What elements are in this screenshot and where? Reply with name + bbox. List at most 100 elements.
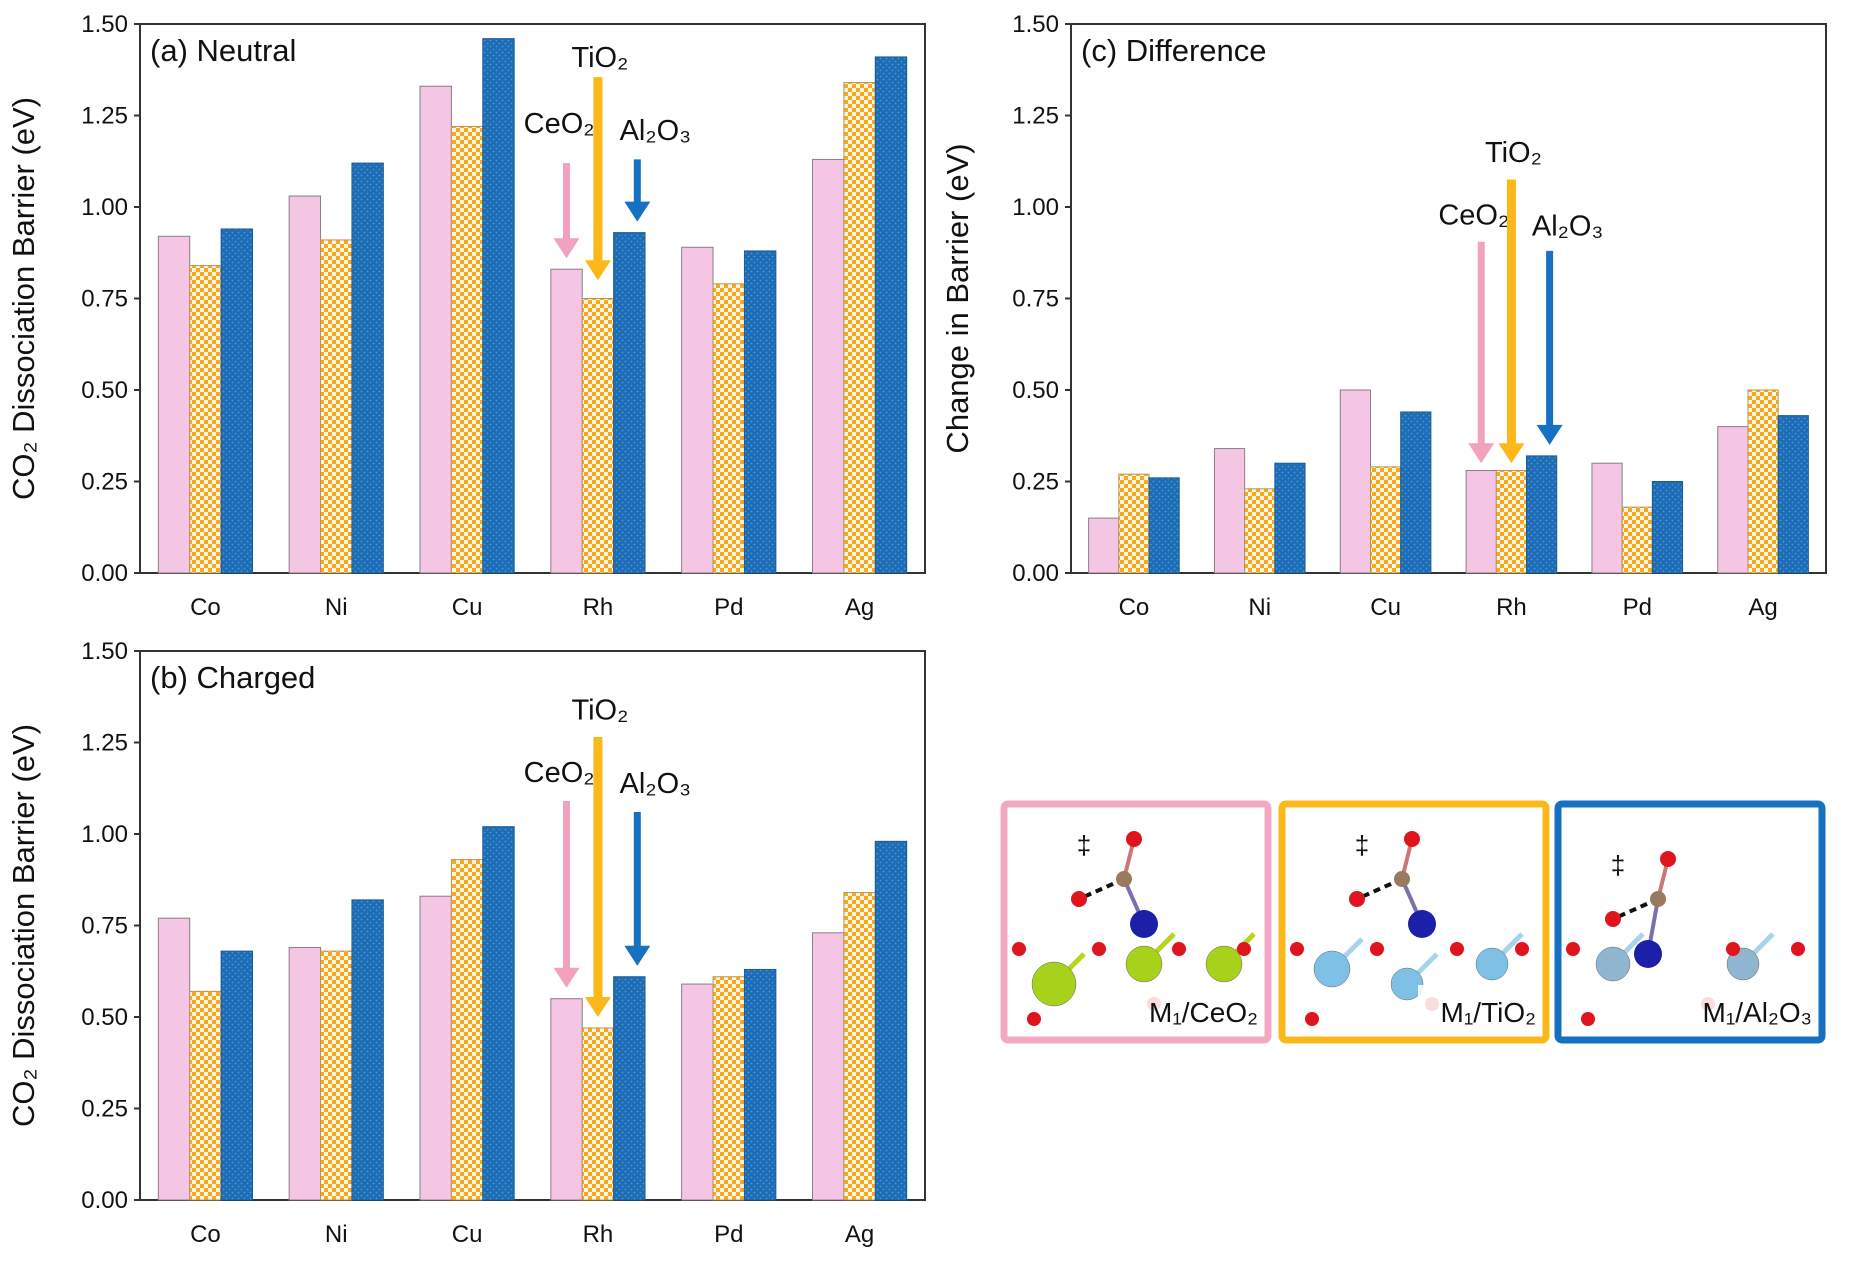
structure-label: M₁/Al₂O₃ — [1703, 997, 1813, 1028]
bar-ag-series-0 — [811, 158, 845, 574]
annotation-label: Al₂O₃ — [620, 115, 691, 147]
panel-title: (c) Difference — [1081, 33, 1267, 68]
bar-rh-series-1 — [581, 1027, 615, 1201]
bar-cu-series-1 — [450, 125, 484, 574]
oxygen-atom — [1566, 942, 1580, 956]
oxygen-atom — [1012, 942, 1026, 956]
annotation-arrowhead — [584, 997, 611, 1017]
x-tick-label: Co — [190, 1221, 221, 1248]
x-tick-label: Ag — [845, 594, 874, 621]
surface-atom — [1595, 946, 1631, 982]
x-tick-label: Ag — [1748, 594, 1777, 621]
bar-pd-series-1 — [712, 976, 745, 1201]
bar-co-series-2 — [1148, 477, 1180, 574]
y-tick-label: 0.75 — [81, 286, 128, 313]
bar-pd-series-0 — [1591, 462, 1623, 574]
label-backdrop — [1418, 985, 1540, 1031]
x-tick-label: Cu — [452, 1221, 483, 1248]
annotation-label: CeO₂ — [1438, 199, 1509, 231]
surface-atom — [1205, 945, 1243, 983]
annotation-label: TiO₂ — [571, 695, 628, 727]
oxygen-atom — [1126, 831, 1142, 847]
bar-co-series-0 — [1088, 517, 1120, 574]
bar-cu-series-1 — [450, 859, 484, 1201]
x-tick-label: Pd — [714, 594, 743, 621]
x-tick-label: Cu — [452, 594, 483, 621]
annotation-arrowhead — [1468, 443, 1495, 464]
bar-co-series-2 — [220, 228, 254, 574]
y-tick-label: 1.00 — [81, 194, 128, 221]
bar-ni-series-2 — [351, 162, 384, 574]
y-axis-label: CO₂ Dissociation Barrier (eV) — [6, 724, 41, 1127]
breaking-bond — [1612, 897, 1659, 921]
metal-atom — [1130, 910, 1158, 938]
transition-state-symbol: ‡ — [1611, 850, 1625, 880]
annotation-arrowhead — [553, 238, 580, 259]
y-tick-label: 1.25 — [81, 103, 128, 130]
bar-ni-series-1 — [320, 239, 353, 574]
oxygen-atom — [1791, 942, 1805, 956]
chart-panel-a: 0.00 0.25 0.50 0.75 1.00 1.25 1.50 CO₂ Dissocia… — [6, 11, 926, 621]
label-backdrop — [1140, 985, 1262, 1031]
bar-cu-series-2 — [1400, 411, 1432, 574]
x-tick-label: Ni — [325, 1221, 348, 1248]
bar-ag-series-1 — [843, 892, 876, 1201]
bar-rh-series-0 — [550, 998, 583, 1201]
metal-atom — [1408, 910, 1436, 938]
x-tick-label: Rh — [583, 1221, 614, 1248]
oxygen-atom — [1515, 942, 1529, 956]
y-tick-label: 1.50 — [1012, 11, 1059, 38]
surface-atom — [1313, 950, 1351, 988]
oxygen-atom — [1581, 1012, 1595, 1026]
structure-1: ‡ M₁/TiO₂ — [1278, 800, 1550, 1044]
breaking-bond — [1356, 877, 1403, 901]
y-tick-label: 1.00 — [81, 821, 128, 848]
plot-frame — [139, 23, 926, 574]
surface-atom — [1726, 947, 1760, 981]
oxygen-atom — [1237, 942, 1251, 956]
bar-pd-series-1 — [712, 283, 745, 574]
bar-ag-series-2 — [874, 56, 908, 574]
x-tick-label: Rh — [1496, 594, 1527, 621]
x-tick-label: Ni — [1248, 594, 1271, 621]
bar-rh-series-0 — [1465, 470, 1497, 574]
oxygen-atom — [1027, 1012, 1041, 1026]
bar-co-series-1 — [189, 990, 222, 1201]
plot-frame — [1070, 23, 1827, 574]
oxygen-atom — [1404, 831, 1420, 847]
transition-state-symbol: ‡ — [1077, 830, 1091, 860]
annotation-label: Al₂O₃ — [1532, 210, 1603, 242]
annotation-arrowhead — [1536, 424, 1563, 445]
annotation-label: CeO₂ — [524, 108, 595, 140]
bar-co-series-1 — [1118, 473, 1150, 574]
oxygen-atom — [1349, 891, 1365, 907]
y-tick-label: 1.50 — [81, 638, 128, 665]
y-tick-label: 0.00 — [81, 560, 128, 587]
oxygen-atom — [1092, 942, 1106, 956]
x-tick-label: Ni — [325, 594, 348, 621]
oxygen-atom — [1071, 891, 1087, 907]
bar-rh-series-1 — [1495, 470, 1528, 574]
bar-pd-series-0 — [681, 246, 714, 574]
y-tick-label: 1.25 — [1012, 103, 1059, 130]
transition-state-symbol: ‡ — [1355, 830, 1369, 860]
annotation-arrowhead — [584, 260, 611, 281]
structure-label: M₁/CeO₂ — [1149, 997, 1258, 1028]
structure-frame — [1554, 800, 1826, 1044]
surface-atom — [1390, 967, 1424, 1001]
y-tick-label: 0.25 — [81, 1096, 128, 1123]
annotation-label: TiO₂ — [1485, 137, 1542, 169]
surface-atom — [1475, 947, 1509, 981]
structure-label: M₁/TiO₂ — [1441, 997, 1536, 1028]
y-tick-label: 0.75 — [1012, 286, 1059, 313]
breaking-bond — [1078, 877, 1125, 901]
bar-cu-series-1 — [1369, 466, 1402, 574]
structure-images: ‡ M₁/CeO₂ ‡ M₁/TiO₂ ‡ M₁/Al₂O₃ — [1000, 800, 1826, 1044]
bar-pd-series-2 — [1651, 481, 1684, 574]
bar-rh-series-2 — [613, 232, 646, 574]
bar-cu-series-0 — [1339, 389, 1371, 574]
y-tick-label: 0.00 — [81, 1187, 128, 1214]
bar-ag-series-2 — [1777, 415, 1809, 574]
label-backdrop — [1694, 985, 1816, 1031]
